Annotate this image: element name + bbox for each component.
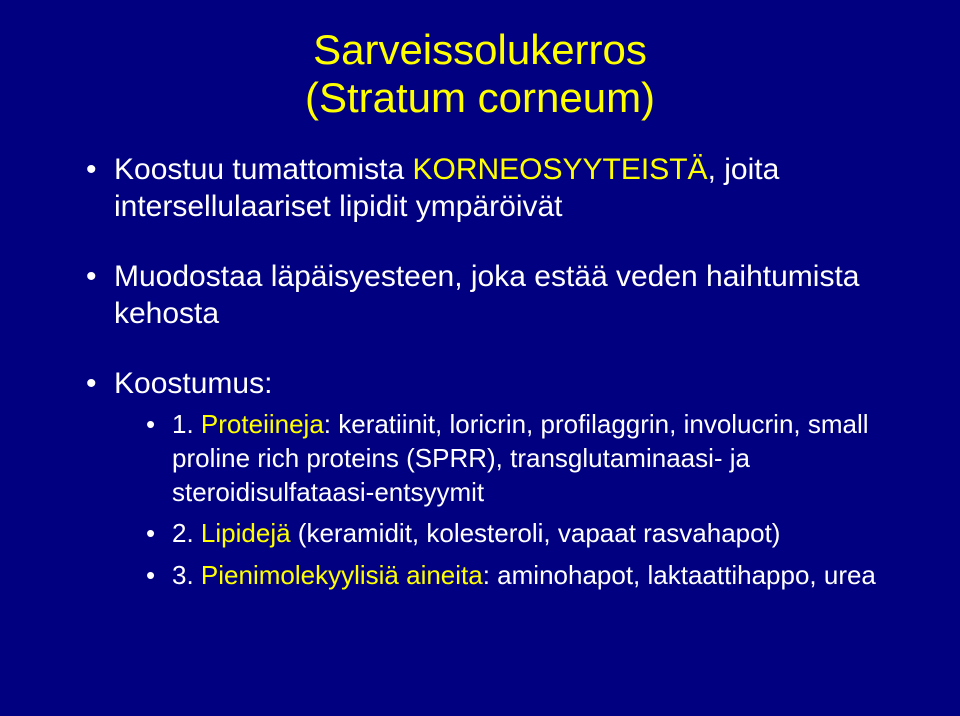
sub-1: 1. Proteiineja: keratiinit, loricrin, pr… [146, 408, 910, 509]
bullet-list: Koostuu tumattomista KORNEOSYYTEISTÄ, jo… [50, 151, 910, 593]
sub-3: 3. Pienimolekyylisiä aineita: aminohapot… [146, 559, 910, 593]
bullet-3: Koostumus: 1. Proteiineja: keratiinit, l… [86, 365, 910, 593]
bullet-2: Muodostaa läpäisyesteen, joka estää vede… [86, 258, 910, 333]
title-line-1: Sarveissolukerros [313, 26, 647, 73]
sub-3-keyword: Pienimolekyylisiä aineita [201, 560, 483, 590]
bullet-1-text-a: Koostuu tumattomista [114, 153, 412, 186]
bullet-3-text: Koostumus: [114, 367, 272, 400]
bullet-2-text: Muodostaa läpäisyesteen, joka estää vede… [114, 260, 859, 331]
sub-1-num: 1. [172, 409, 201, 439]
sub-2-text: (keramidit, kolesteroli, vapaat rasvahap… [291, 518, 781, 548]
bullet-1: Koostuu tumattomista KORNEOSYYTEISTÄ, jo… [86, 151, 910, 226]
title-line-2: (Stratum corneum) [305, 74, 655, 121]
sub-2-keyword: Lipidejä [201, 518, 291, 548]
sub-list: 1. Proteiineja: keratiinit, loricrin, pr… [114, 408, 910, 593]
sub-2-num: 2. [172, 518, 201, 548]
sub-3-text: : aminohapot, laktaattihappo, urea [483, 560, 876, 590]
sub-3-num: 3. [172, 560, 201, 590]
slide-title: Sarveissolukerros (Stratum corneum) [50, 26, 910, 123]
slide: Sarveissolukerros (Stratum corneum) Koos… [0, 0, 960, 716]
sub-1-keyword: Proteiineja [201, 409, 324, 439]
sub-2: 2. Lipidejä (keramidit, kolesteroli, vap… [146, 517, 910, 551]
bullet-1-keyword: KORNEOSYYTEISTÄ [412, 153, 707, 186]
